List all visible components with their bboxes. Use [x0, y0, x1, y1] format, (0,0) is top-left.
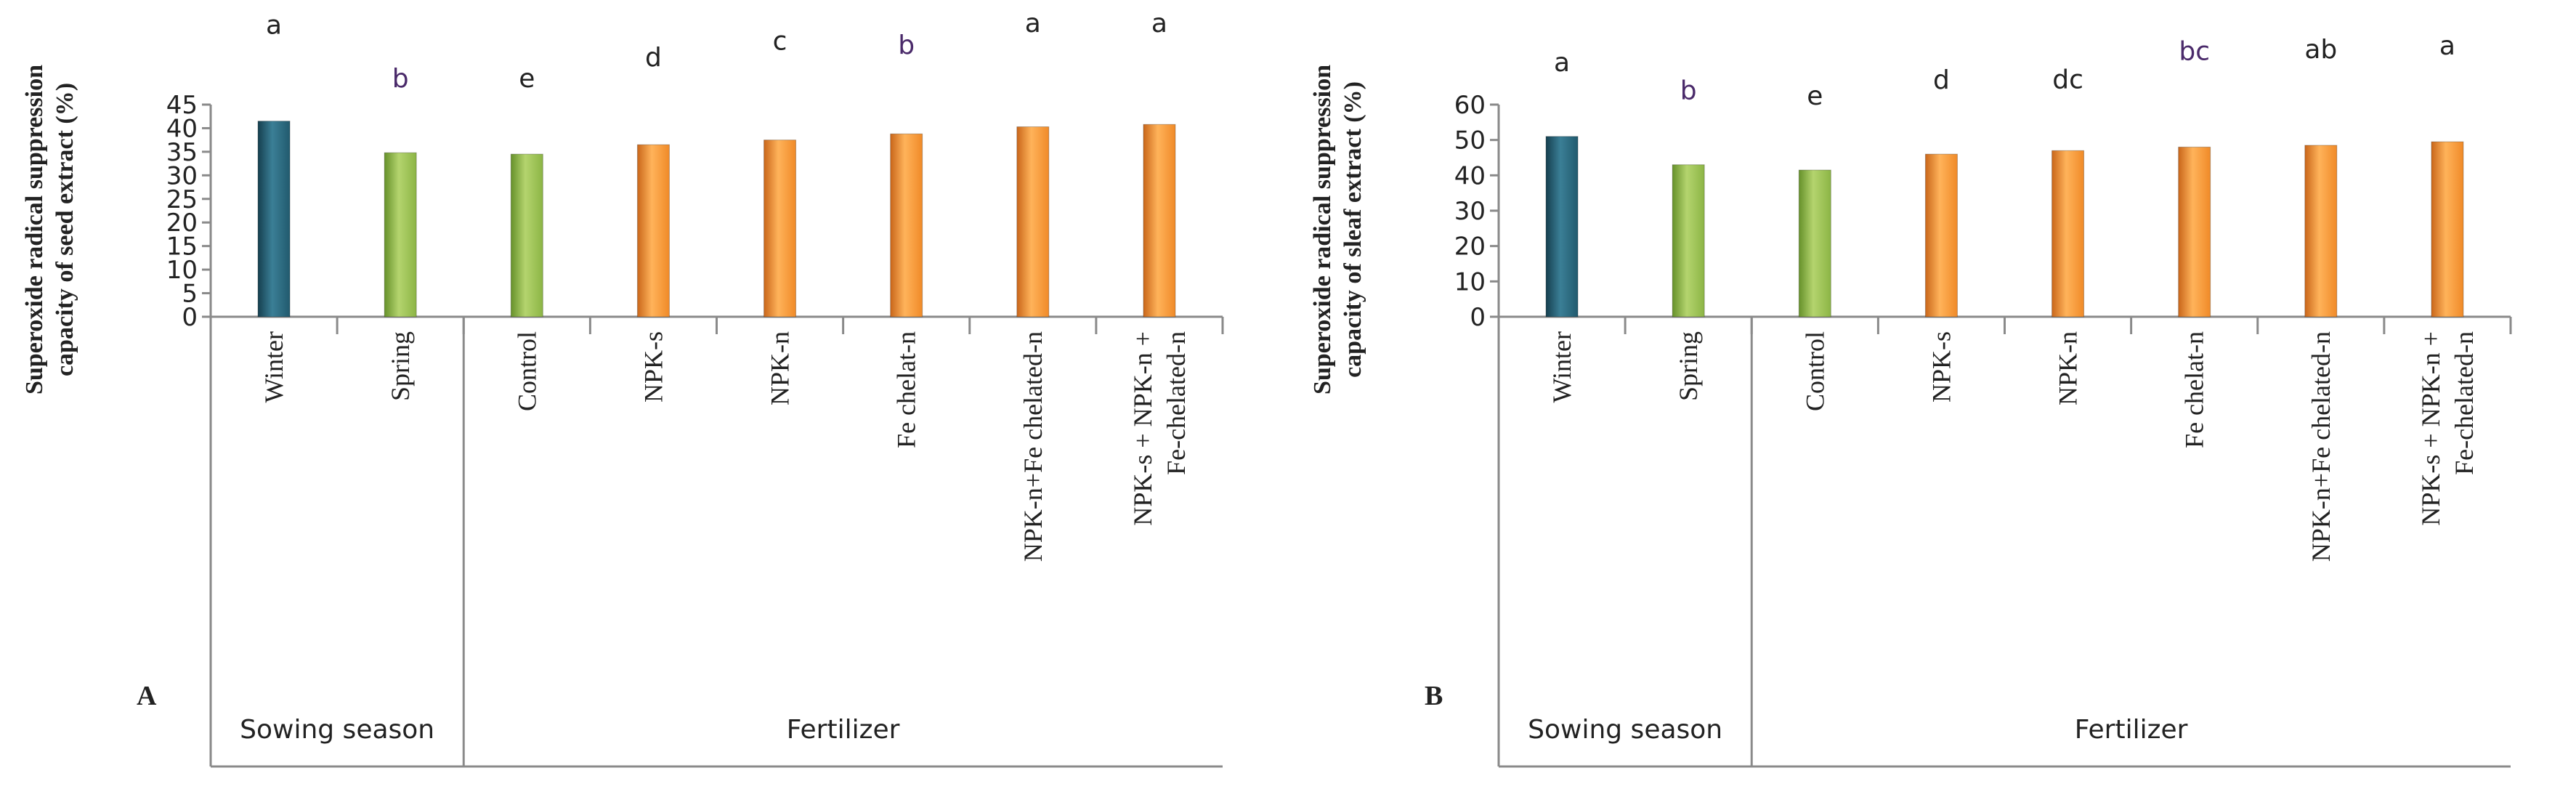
chart-a-svg: Superoxide radical suppression capacity o…	[21, 9, 1224, 768]
significance-letter: b	[392, 64, 409, 94]
y-tick-label: 40	[166, 114, 198, 143]
significance-letter: b	[898, 31, 915, 60]
y-axis-label-line1: Superoxide radical suppression	[21, 65, 48, 394]
y-tick-label: 35	[166, 138, 198, 167]
significance-letter: ab	[2304, 35, 2337, 65]
bar-spring	[1672, 164, 1705, 317]
significance-letter: a	[2439, 31, 2455, 61]
category-label: Spring	[1674, 331, 1703, 401]
category-label: NPK-s + NPK-n +	[1128, 331, 1157, 526]
y-tick-label: 30	[1454, 197, 1486, 226]
chart-panel-b: Superoxide radical suppression capacity o…	[1288, 0, 2576, 789]
y-tick-label: 20	[166, 209, 198, 238]
category-label: Fe chelat-n	[892, 331, 921, 448]
category-label: Fe chelat-n	[2180, 331, 2209, 448]
y-tick-label: 30	[166, 161, 198, 190]
panel-label: B	[1425, 681, 1443, 711]
bar-npk-s-npk-n-fe-chelated-n	[2431, 141, 2464, 317]
significance-letter: a	[1554, 48, 1570, 78]
bar-spring	[384, 152, 417, 317]
category-label: Control	[512, 331, 541, 411]
group-label: Sowing season	[1528, 715, 1722, 745]
y-tick-label: 5	[182, 280, 198, 309]
bar-fe-chelat-n	[890, 133, 923, 317]
y-tick-label: 15	[166, 232, 198, 262]
significance-letter: c	[773, 27, 787, 57]
significance-letter: a	[1151, 9, 1167, 39]
chart-b-svg: Superoxide radical suppression capacity o…	[1309, 31, 2512, 768]
bar-npk-s-npk-n-fe-chelated-n	[1143, 124, 1176, 317]
category-label: NPK-s + NPK-n +	[2416, 331, 2445, 526]
category-label: NPK-n+Fe chelated-n	[2306, 331, 2336, 562]
panel-label: A	[137, 681, 157, 711]
bar-npk-s	[636, 144, 670, 317]
y-axis-label-line1: Superoxide radical suppression	[1309, 65, 1336, 394]
bar-npk-n-fe-chelated-n	[2304, 145, 2338, 317]
category-label: Winter	[259, 331, 288, 403]
y-tick-label: 10	[166, 256, 198, 285]
category-label: Spring	[386, 331, 415, 401]
category-label: Control	[1800, 331, 1829, 411]
y-tick-label: 40	[1454, 161, 1486, 190]
significance-letter: a	[1025, 9, 1041, 39]
group-label: Sowing season	[240, 715, 434, 745]
significance-letter: d	[1933, 65, 1950, 95]
y-axis-label-line2: capacity of seed extract (%)	[52, 83, 78, 376]
category-label: Winter	[1547, 331, 1576, 403]
y-tick-label: 0	[182, 303, 198, 332]
category-label: Fe-chelated-n	[1162, 331, 1191, 475]
bar-winter	[1545, 136, 1579, 317]
y-tick-label: 45	[166, 91, 198, 120]
significance-letter: a	[266, 11, 282, 41]
category-label: NPK-s	[1927, 331, 1956, 402]
significance-letter: bc	[2179, 36, 2210, 66]
y-tick-label: 60	[1454, 91, 1486, 120]
bar-fe-chelat-n	[2178, 146, 2211, 317]
category-label: NPK-n+Fe chelated-n	[1018, 331, 1048, 562]
y-tick-label: 50	[1454, 126, 1486, 155]
bar-npk-s	[1924, 153, 1958, 317]
y-tick-label: 20	[1454, 232, 1486, 262]
group-label: Fertilizer	[2075, 715, 2188, 745]
chart-panel-a: Superoxide radical suppression capacity o…	[21, 9, 1224, 768]
significance-letter: d	[645, 43, 662, 73]
y-tick-label: 25	[166, 185, 198, 214]
significance-letter: e	[519, 64, 535, 94]
y-axis-label-line2: capacity of sleaf extract (%)	[1340, 81, 1366, 378]
significance-letter: b	[1680, 76, 1697, 106]
significance-letter: dc	[2052, 65, 2083, 94]
y-tick-label: 10	[1454, 267, 1486, 296]
bar-npk-n-fe-chelated-n	[1016, 126, 1050, 317]
bar-winter	[257, 121, 291, 317]
significance-letter: e	[1807, 81, 1823, 111]
group-label: Fertilizer	[787, 715, 900, 745]
category-label: Fe-chelated-n	[2450, 331, 2479, 475]
y-tick-label: 0	[1470, 303, 1486, 332]
category-label: NPK-n	[766, 331, 795, 405]
bar-control	[510, 153, 543, 317]
bar-npk-n	[764, 139, 797, 317]
bar-npk-n	[2052, 150, 2085, 317]
category-label: NPK-s	[639, 331, 668, 402]
bar-control	[1798, 169, 1831, 317]
category-label: NPK-n	[2054, 331, 2083, 405]
